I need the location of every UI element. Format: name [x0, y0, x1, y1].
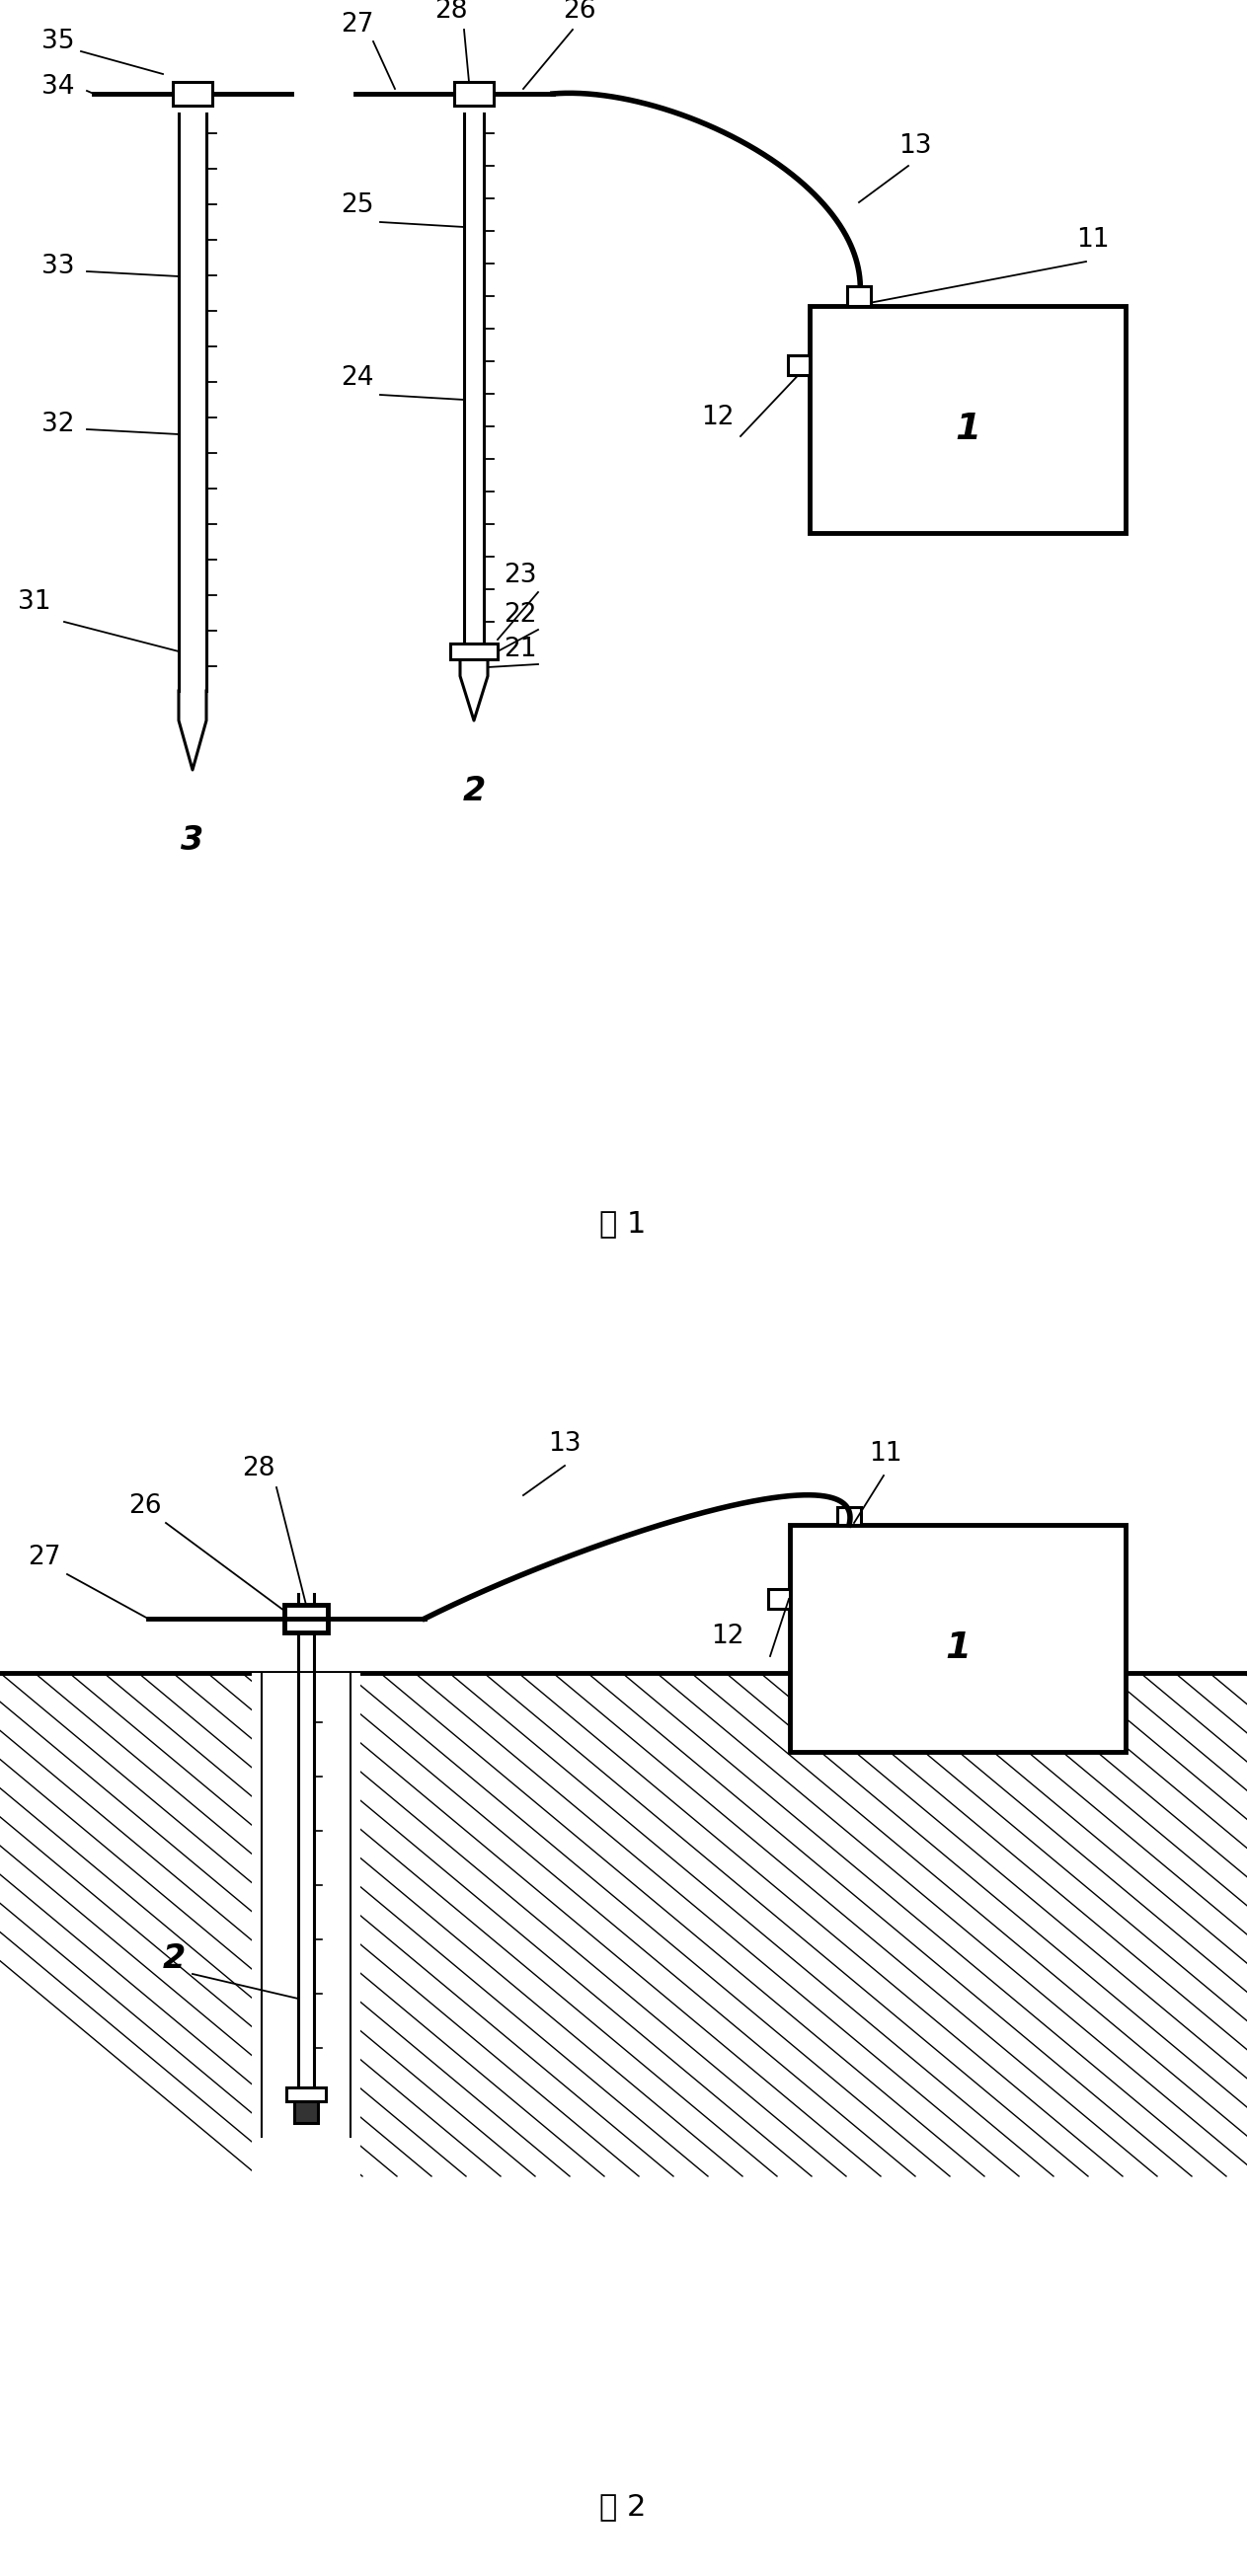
Text: 28: 28	[242, 1455, 276, 1481]
Bar	[837, 1507, 860, 1525]
Text: 13: 13	[547, 1432, 581, 1458]
Bar	[809, 307, 1126, 533]
Text: 24: 24	[340, 366, 374, 392]
Text: 33: 33	[41, 252, 75, 278]
Bar	[173, 82, 212, 106]
Bar	[450, 644, 498, 659]
Text: 1: 1	[955, 412, 980, 448]
Text: 11: 11	[869, 1440, 902, 1466]
Bar	[788, 355, 809, 376]
Text: 2: 2	[163, 1942, 186, 1976]
Text: 3: 3	[181, 824, 205, 858]
Bar	[847, 286, 870, 307]
Text: 图 1: 图 1	[600, 1211, 646, 1239]
Text: 31: 31	[17, 590, 51, 616]
Bar	[454, 82, 494, 106]
Text: 25: 25	[340, 193, 374, 219]
Text: 图 2: 图 2	[600, 2494, 646, 2522]
Text: 12: 12	[711, 1623, 744, 1649]
Bar	[252, 1672, 360, 2187]
Text: 2: 2	[463, 775, 485, 806]
Text: 11: 11	[1076, 227, 1110, 252]
Text: 1: 1	[945, 1631, 970, 1667]
Bar	[768, 1589, 789, 1610]
Text: 23: 23	[504, 562, 536, 587]
Bar	[789, 1525, 1126, 1752]
Bar	[294, 2102, 318, 2123]
Text: 28: 28	[434, 0, 468, 23]
Text: 12: 12	[701, 404, 734, 430]
Text: 22: 22	[504, 603, 536, 629]
Bar	[284, 1605, 328, 1633]
Text: 21: 21	[504, 636, 536, 662]
Text: 27: 27	[340, 13, 374, 39]
Text: 35: 35	[41, 28, 75, 54]
Text: 26: 26	[562, 0, 596, 23]
Text: 13: 13	[899, 134, 932, 160]
Text: 34: 34	[41, 75, 75, 100]
Text: 27: 27	[27, 1546, 61, 1571]
Text: 26: 26	[128, 1494, 161, 1520]
Bar	[287, 2087, 325, 2102]
Text: 32: 32	[41, 412, 75, 438]
